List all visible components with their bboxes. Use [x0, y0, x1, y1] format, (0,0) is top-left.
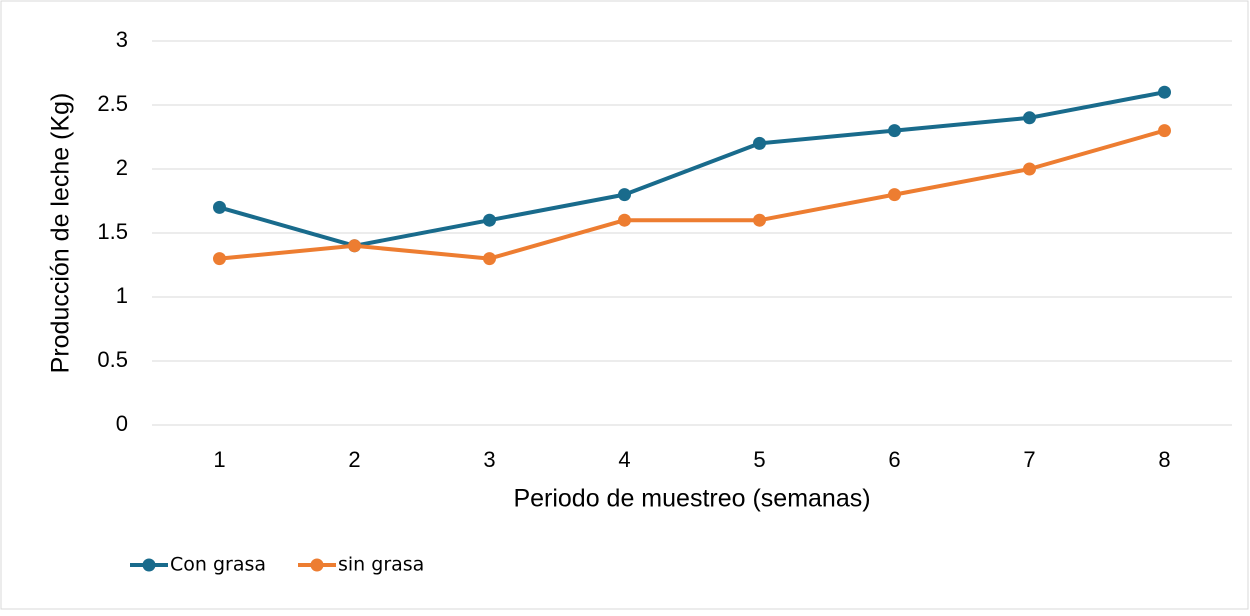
series-line — [219, 128, 1166, 261]
point — [213, 252, 226, 266]
x-tick-label: 3 — [483, 447, 495, 472]
x-tick-label: 8 — [1158, 447, 1170, 472]
y-tick-label: 2 — [116, 155, 128, 180]
legend-label: sin grasa — [338, 554, 424, 576]
y-axis-title: Producción de leche (Kg) — [47, 93, 75, 374]
y-tick-label: 0.5 — [97, 347, 128, 372]
point — [1023, 162, 1036, 176]
point — [753, 213, 766, 227]
point — [753, 136, 766, 150]
point — [1158, 85, 1171, 99]
point — [213, 200, 226, 214]
x-tick-label: 7 — [1023, 447, 1035, 472]
y-tick-label: 3 — [116, 27, 128, 52]
x-tick-label: 4 — [618, 447, 630, 472]
y-tick-label: 0 — [116, 411, 128, 436]
legend-marker — [310, 558, 324, 572]
point — [888, 124, 901, 138]
point — [483, 252, 496, 266]
series-line — [218, 90, 1165, 248]
point — [888, 188, 901, 202]
point — [348, 239, 361, 253]
x-tick-label: 1 — [213, 447, 225, 472]
point — [483, 213, 496, 227]
x-axis-title: Periodo de muestreo (semanas) — [513, 485, 870, 513]
x-tick-label: 2 — [348, 447, 360, 472]
point — [1158, 124, 1171, 138]
y-tick-label: 1 — [116, 283, 128, 308]
legend-label: Con grasa — [170, 554, 266, 576]
x-tick-label: 6 — [888, 447, 900, 472]
legend-marker — [142, 558, 156, 572]
x-tick-label: 5 — [753, 447, 765, 472]
point — [618, 188, 631, 202]
point — [618, 213, 631, 227]
y-tick-label: 1.5 — [97, 219, 128, 244]
point — [1023, 111, 1036, 125]
y-tick-label: 2.5 — [97, 91, 128, 116]
